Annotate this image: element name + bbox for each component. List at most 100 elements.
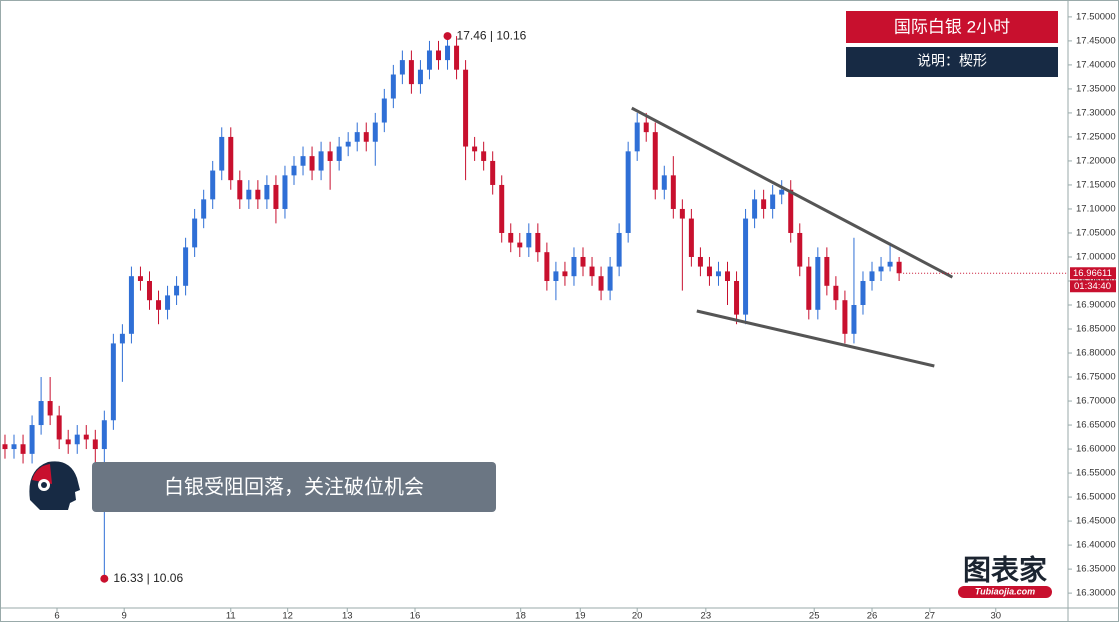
candle-body	[752, 199, 758, 219]
candle-body	[743, 218, 749, 315]
candle-body	[408, 60, 414, 85]
candle-body	[607, 266, 613, 291]
candle-body	[300, 156, 306, 166]
candle-body	[734, 280, 740, 315]
candle-body	[101, 420, 107, 450]
candle-body	[472, 146, 478, 152]
candle-body	[454, 45, 460, 70]
x-tick-label: 30	[990, 611, 1001, 622]
candle-body	[490, 160, 496, 185]
annotation-dot	[443, 32, 452, 41]
trendline	[631, 106, 954, 279]
y-tick-label: 17.25000	[1076, 131, 1116, 142]
candle-body	[354, 132, 360, 142]
candle-body	[815, 256, 821, 310]
candle-body	[688, 218, 694, 257]
candle-body	[715, 271, 721, 277]
candle-body	[92, 439, 98, 450]
y-tick-label: 16.90000	[1076, 300, 1116, 311]
y-tick-label: 17.35000	[1076, 83, 1116, 94]
candle-body	[65, 439, 71, 445]
title-box	[846, 11, 1058, 43]
candle-body	[797, 232, 803, 267]
candle-body	[535, 232, 541, 253]
candle-body	[29, 425, 35, 454]
candle-body	[192, 218, 198, 248]
candle-body	[553, 271, 559, 281]
candle-body	[526, 232, 532, 248]
candle-body	[571, 256, 577, 277]
candle-body	[435, 50, 441, 61]
candle-body	[327, 151, 333, 161]
candle-body	[508, 232, 514, 243]
candle-body	[580, 256, 586, 267]
candle-body	[806, 266, 812, 310]
y-tick-label: 16.85000	[1076, 324, 1116, 335]
y-tick-label: 16.65000	[1076, 420, 1116, 431]
candle-body	[445, 45, 451, 61]
y-tick-label: 17.50000	[1076, 11, 1116, 22]
y-tick-label: 17.20000	[1076, 155, 1116, 166]
y-tick-label: 17.05000	[1076, 227, 1116, 238]
candle-body	[869, 271, 875, 281]
y-tick-label: 17.30000	[1076, 107, 1116, 118]
candle-body	[634, 122, 640, 152]
candle-body	[74, 434, 80, 445]
x-tick-label: 25	[809, 611, 820, 622]
y-tick-label: 16.80000	[1076, 348, 1116, 359]
candle-body	[896, 261, 902, 274]
candle-body	[156, 300, 162, 310]
candle-body	[56, 415, 62, 440]
candle-body	[562, 271, 568, 277]
banner	[92, 462, 496, 512]
candle-body	[11, 444, 17, 450]
candle-body	[246, 189, 252, 200]
x-tick-label: 20	[632, 611, 643, 622]
candle-body	[20, 444, 26, 454]
y-tick-label: 17.40000	[1076, 59, 1116, 70]
candle-body	[390, 74, 396, 99]
x-tick-label: 6	[54, 611, 59, 622]
candle-body	[725, 271, 731, 281]
candle-body	[851, 305, 857, 334]
candle-body	[824, 256, 830, 286]
x-tick-label: 11	[226, 611, 236, 622]
candle-body	[146, 280, 152, 301]
candle-body	[887, 261, 893, 267]
head-icon	[25, 459, 81, 513]
candle-body	[372, 122, 378, 142]
x-tick-label: 13	[342, 611, 353, 622]
candle-body	[860, 280, 866, 305]
candle-body	[833, 285, 839, 301]
y-tick-label: 16.70000	[1076, 396, 1116, 407]
y-tick-label: 16.45000	[1076, 516, 1116, 527]
candle-body	[228, 136, 234, 181]
candle-body	[47, 401, 53, 416]
candle-body	[661, 175, 667, 190]
y-tick-label: 17.15000	[1076, 179, 1116, 190]
candle-body	[770, 194, 776, 209]
candle-body	[165, 295, 171, 310]
candle-body	[679, 208, 685, 219]
subtitle: 说明：楔形	[917, 53, 987, 69]
candle-body	[697, 256, 703, 267]
candle-body	[463, 69, 469, 147]
countdown-box	[1070, 280, 1116, 293]
candle-body	[878, 266, 884, 272]
annotation-dot	[100, 574, 109, 583]
candle-body	[38, 401, 44, 426]
candle-body	[761, 199, 767, 209]
candle-body	[309, 156, 315, 171]
candle-body	[237, 180, 243, 200]
y-tick-label: 16.50000	[1076, 492, 1116, 503]
x-tick-label: 16	[410, 611, 421, 622]
candle-body	[499, 184, 505, 233]
candle-body	[517, 242, 523, 248]
x-tick-label: 23	[701, 611, 712, 622]
candle-body	[210, 170, 216, 200]
candle-body	[399, 60, 405, 75]
candle-body	[273, 184, 279, 209]
candle-body	[616, 232, 622, 267]
